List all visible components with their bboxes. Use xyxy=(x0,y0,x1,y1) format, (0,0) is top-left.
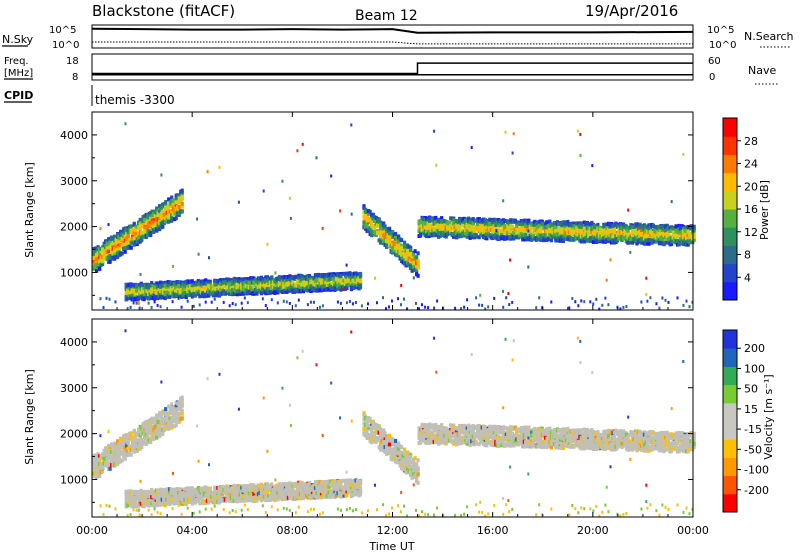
power-cbar-label: 8 xyxy=(744,249,751,262)
power-cbar-label: 4 xyxy=(744,271,751,284)
velocity-colorbar-swatch xyxy=(723,493,737,513)
velocity-colorbar-frame xyxy=(722,329,738,513)
power-colorbar-swatch xyxy=(723,118,737,137)
nsky-line xyxy=(91,27,694,34)
velocity-colorbar-swatch xyxy=(723,439,737,458)
x-tick-label: 20:00 xyxy=(577,524,609,537)
nave-line xyxy=(92,62,693,75)
velocity-cbar-label: 100 xyxy=(744,362,765,375)
power-cbar-label: 20 xyxy=(744,180,758,193)
power-colorbar-swatch xyxy=(723,154,737,174)
noise-panel-frame xyxy=(91,24,694,49)
y-tick-label: 2000 xyxy=(60,221,88,234)
nsearch-label: N.Search xyxy=(744,30,794,43)
nave-tick-top: 60 xyxy=(708,56,721,67)
x-axis-label: Time UT xyxy=(368,540,414,553)
freq-tick-bottom: 8 xyxy=(72,72,78,83)
power-ylabel: Slant Range [km] xyxy=(23,162,36,258)
y-tick-label: 4000 xyxy=(60,336,88,349)
x-tick-label: 08:00 xyxy=(276,524,308,537)
velocity-cbar-label: 50 xyxy=(744,383,758,396)
velocity-colorbar-swatch xyxy=(723,475,737,495)
velocity-colorbar-swatch xyxy=(723,348,737,367)
x-tick-label: 00:00 xyxy=(677,524,709,537)
velocity-colorbar-swatch xyxy=(723,402,737,422)
velocity-colorbar-label: Velocity [m s⁻¹] xyxy=(762,374,775,459)
velocity-colorbar-swatch xyxy=(723,366,737,386)
noise-tick-top-left: 10^5 xyxy=(49,25,76,36)
noise-tick-bottom-right: 10^0 xyxy=(709,40,736,51)
velocity-scatter-cells xyxy=(92,329,696,518)
power-colorbar-swatch xyxy=(723,263,737,283)
freq-tick-top: 18 xyxy=(66,56,79,67)
velocity-cbar-label: -200 xyxy=(744,484,769,497)
beam-title: Beam 12 xyxy=(355,8,418,24)
nave-label: Nave xyxy=(748,64,776,77)
power-colorbar-label: Power [dB] xyxy=(758,180,771,240)
nsearch-line xyxy=(92,41,693,45)
power-colorbar-swatch xyxy=(723,136,737,155)
velocity-cbar-label: -50 xyxy=(744,443,762,456)
nsky-label: N.Sky xyxy=(2,33,34,46)
velocity-colorbar-swatch xyxy=(723,421,737,440)
freq-panel-frame xyxy=(91,53,694,81)
velocity-cbar-label: -15 xyxy=(744,423,762,436)
cpid-label: CPID xyxy=(4,89,33,102)
y-tick-label: 1000 xyxy=(60,266,88,279)
x-tick-label: 00:00 xyxy=(76,524,108,537)
power-cbar-label: 24 xyxy=(744,158,758,171)
y-tick-label: 3000 xyxy=(60,175,88,188)
velocity-colorbar-swatch xyxy=(723,457,737,477)
power-colorbar-swatch xyxy=(723,209,737,228)
power-cbar-label: 28 xyxy=(744,135,758,148)
power-cbar-label: 12 xyxy=(744,226,758,239)
freq-label-1: Freq. xyxy=(4,56,29,67)
x-tick-label: 16:00 xyxy=(477,524,509,537)
cpid-value: themis -3300 xyxy=(95,93,175,107)
date-title: 19/Apr/2016 xyxy=(585,2,678,20)
velocity-colorbar-swatch xyxy=(723,384,737,404)
velocity-cbar-label: 200 xyxy=(744,342,765,355)
y-tick-label: 3000 xyxy=(60,382,88,395)
noise-tick-bottom-left: 10^0 xyxy=(52,40,79,51)
power-scatter-cells xyxy=(92,122,696,311)
power-colorbar-swatch xyxy=(723,245,737,265)
nave-tick-bottom: 0 xyxy=(709,72,715,83)
power-colorbar-swatch xyxy=(723,172,737,192)
y-tick-label: 2000 xyxy=(60,428,88,441)
power-colorbar-swatch xyxy=(723,227,737,246)
velocity-cbar-label: -100 xyxy=(744,464,769,477)
noise-tick-top-right: 10^5 xyxy=(707,25,734,36)
power-cbar-label: 16 xyxy=(744,203,758,216)
power-colorbar-swatch xyxy=(723,281,737,301)
y-tick-label: 1000 xyxy=(60,473,88,486)
velocity-ylabel: Slant Range [km] xyxy=(23,369,36,465)
velocity-cbar-label: 15 xyxy=(744,403,758,416)
y-tick-label: 4000 xyxy=(60,129,88,142)
station-title: Blackstone (fitACF) xyxy=(92,2,235,20)
x-tick-label: 12:00 xyxy=(377,524,409,537)
power-colorbar-swatch xyxy=(723,190,737,210)
freq-label-2: [MHz] xyxy=(4,68,33,79)
velocity-colorbar-swatch xyxy=(723,330,737,349)
x-tick-label: 04:00 xyxy=(176,524,208,537)
